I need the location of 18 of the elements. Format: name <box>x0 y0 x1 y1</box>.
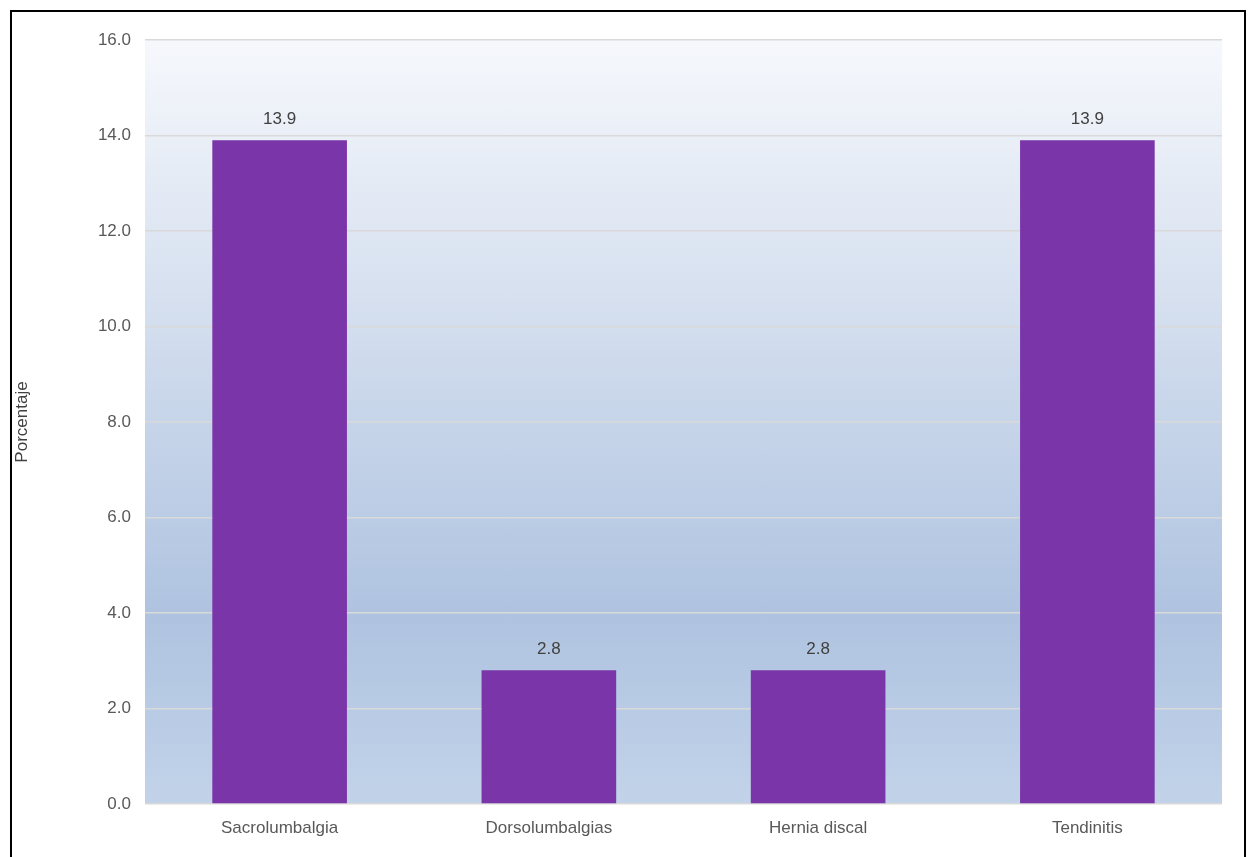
y-tick-label: 6.0 <box>107 507 131 527</box>
x-tick-label: Tendinitis <box>1051 817 1123 837</box>
y-axis-title: Porcentaje <box>11 381 31 463</box>
y-tick-label: 4.0 <box>107 602 131 622</box>
x-tick-label: Dorsolumbalgias <box>485 817 613 837</box>
y-tick-label: 12.0 <box>97 220 131 240</box>
y-tick-label: 10.0 <box>97 316 131 336</box>
x-tick-label: Hernia discal <box>768 817 868 837</box>
data-label: 13.9 <box>1070 109 1104 129</box>
y-tick-label: 14.0 <box>97 125 131 145</box>
y-tick-label: 0.0 <box>107 793 131 813</box>
x-tick-label: Sacrolumbalgia <box>221 817 339 837</box>
data-label: 13.9 <box>263 109 297 129</box>
y-tick-label: 16.0 <box>97 29 131 49</box>
data-label: 2.8 <box>806 639 830 659</box>
y-tick-label: 2.0 <box>107 698 131 718</box>
data-label: 2.8 <box>537 639 561 659</box>
y-tick-label: 8.0 <box>107 411 131 431</box>
